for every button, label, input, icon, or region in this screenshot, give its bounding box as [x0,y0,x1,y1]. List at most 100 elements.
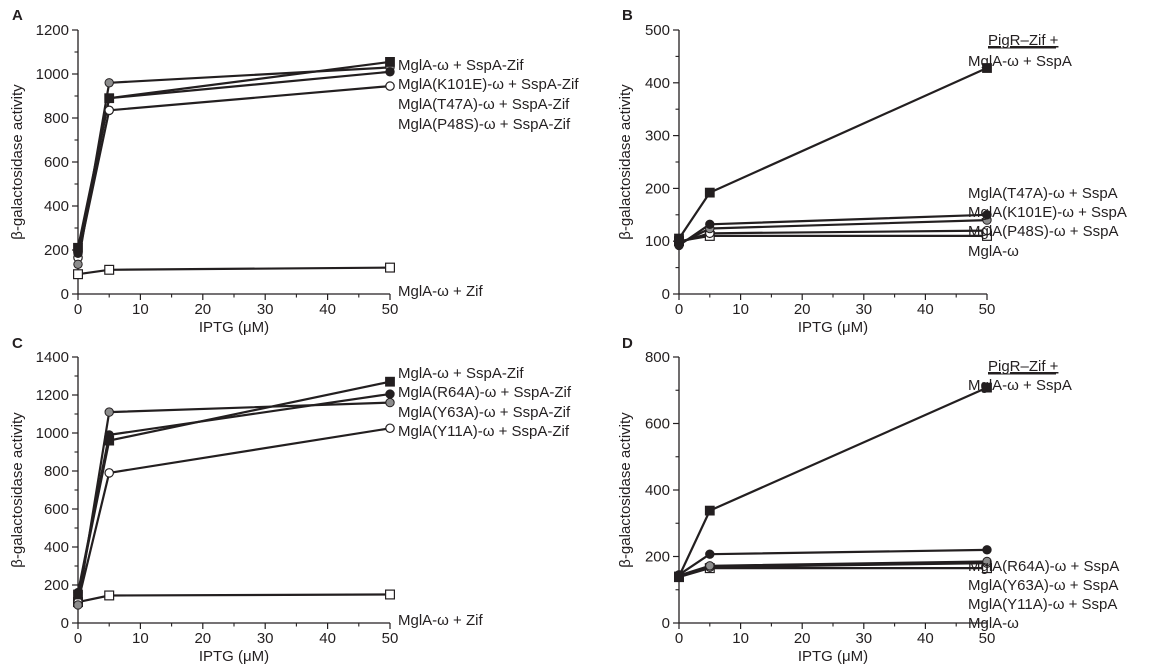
x-tick-label: 30 [855,301,872,318]
data-point-marker [104,468,114,478]
data-point-marker [982,545,992,555]
data-point-marker [104,105,114,116]
y-tick-label: 600 [44,501,69,518]
data-point-marker [73,600,83,610]
series-line [678,234,987,243]
x-tick-label: 50 [979,630,996,647]
x-tick-label: 40 [917,301,934,318]
series-line [77,266,391,276]
chart-panel-c: C 0 200 400 600 800 1000 1200 1400 0 10 20 30 40 50 IPT… [9,335,572,665]
y-tick-label: 400 [44,539,69,556]
y-axis-title: β-galactosidase activity [617,412,634,568]
y-tick-label: 1000 [36,425,69,442]
series-line [76,427,391,603]
data-point-marker [705,549,715,559]
data-point-marker [73,259,83,269]
x-tick-label: 20 [794,301,811,318]
series-line [678,386,988,577]
data-point-marker [705,219,715,230]
series-line [76,85,391,258]
series-label: MglA(Y11A)-ω + SspA [968,596,1117,613]
chart-panel-a: A 0 200 400 600 800 1000 1200 0 10 20 30 40 50 IPTG (μ… [9,7,579,336]
series-label: MglA(R64A)-ω + SspA [968,558,1119,575]
series-line [77,593,391,604]
panel-letter: A [12,7,23,24]
x-tick-label: 10 [132,630,149,647]
y-tick-label: 1200 [36,387,69,404]
series-line [76,392,391,593]
x-tick-label: 0 [675,630,683,647]
x-axis-title: IPTG (μM) [199,648,269,665]
x-tick-label: 40 [319,301,336,318]
x-tick-label: 20 [794,630,811,647]
data-point-marker [385,67,395,77]
x-tick-label: 0 [74,630,82,647]
data-point-marker [385,397,395,408]
data-point-marker [72,269,83,280]
series-line [76,380,391,595]
series-label: MglA-ω + SspA [968,377,1072,394]
series-label: MglA(T47A)-ω + SspA [968,185,1118,202]
y-tick-label: 400 [645,482,670,499]
y-tick-label: 800 [645,349,670,366]
panel-letter: B [622,7,633,24]
x-axis-title: IPTG (μM) [798,648,868,665]
y-axis-title: β-galactosidase activity [9,412,26,568]
x-axis-title: IPTG (μM) [199,319,269,336]
series-label: MglA(K101E)-ω + SspA [968,204,1127,221]
x-tick-label: 50 [979,301,996,318]
y-tick-label: 0 [662,615,670,632]
data-point-marker [385,376,395,387]
y-axis-title: β-galactosidase activity [9,84,26,240]
data-point-marker [674,233,684,244]
series-label: MglA-ω + SspA-Zif [398,57,524,74]
data-point-marker [704,505,715,516]
y-axis-title: β-galactosidase activity [617,84,634,240]
data-point-marker [705,561,715,571]
y-tick-label: 200 [44,577,69,594]
data-point-marker [104,435,115,446]
legend-header: PigR–Zif + [988,358,1059,375]
x-tick-label: 30 [257,630,274,647]
y-tick-label: 0 [61,286,69,303]
data-point-marker [982,63,992,73]
series-label: MglA(P48S)-ω + SspA [968,223,1119,240]
series-label: MglA-ω [968,615,1019,632]
data-point-marker [674,571,684,582]
series-label: MglA(Y63A)-ω + SspA-Zif [398,404,571,421]
y-tick-label: 1200 [36,22,69,39]
data-point-marker [385,81,395,91]
data-point-marker [104,407,114,417]
series-label: MglA(Y63A)-ω + SspA [968,577,1119,594]
series-label: MglA(T47A)-ω + SspA-Zif [398,96,570,113]
y-tick-label: 600 [645,416,670,433]
data-point-marker [982,210,992,220]
series-line [678,66,988,240]
series-label: MglA(K101E)-ω + SspA-Zif [398,76,579,93]
x-tick-label: 30 [855,630,872,647]
series-label: MglA(P48S)-ω + SspA-Zif [398,116,571,133]
data-point-marker [385,389,395,399]
data-point-marker [982,556,992,567]
y-tick-label: 100 [645,233,670,250]
series-line [678,566,987,579]
y-tick-label: 0 [61,615,69,632]
y-tick-label: 0 [662,286,670,303]
x-tick-label: 0 [675,301,683,318]
data-point-marker [385,423,395,434]
x-tick-label: 10 [732,301,749,318]
chart-panel-b: B 0 100 200 300 400 500 0 10 20 30 40 50 IPTG (μM) β-g… [617,7,1127,336]
series-label: MglA-ω + SspA-Zif [398,365,524,382]
data-point-marker [385,589,396,600]
x-tick-label: 50 [382,301,399,318]
x-tick-label: 10 [732,630,749,647]
y-tick-label: 200 [645,549,670,566]
data-point-marker [104,590,115,601]
panel-letter: C [12,335,23,352]
data-point-marker [982,225,992,236]
x-tick-label: 30 [257,301,274,318]
y-tick-label: 200 [44,242,69,259]
y-tick-label: 600 [44,154,69,171]
x-tick-label: 50 [382,630,399,647]
